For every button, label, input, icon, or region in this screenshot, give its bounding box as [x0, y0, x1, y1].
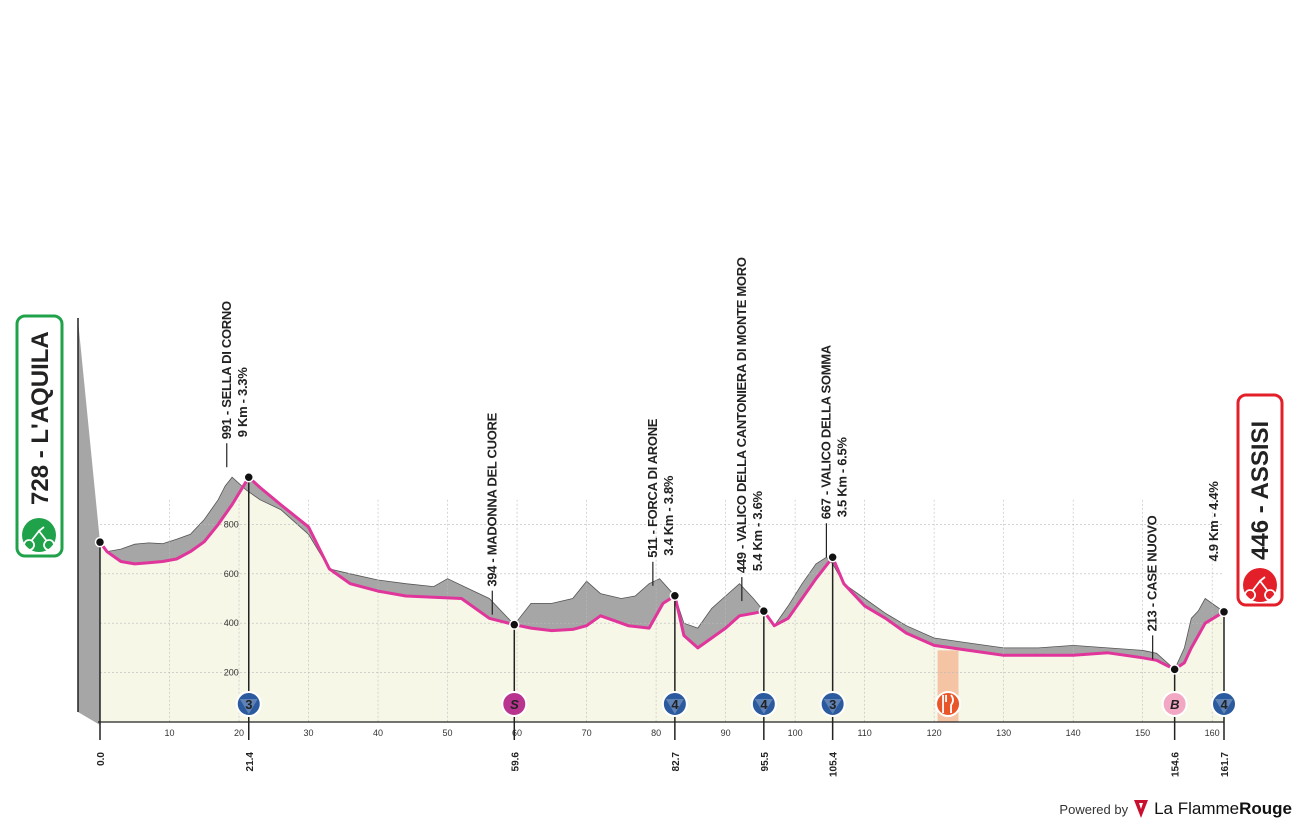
finish-city-label: 446 - ASSISI [1247, 421, 1274, 560]
category-chevron-icon [665, 699, 684, 714]
route-line [98, 475, 1225, 671]
x-tick-label: 40 [373, 728, 383, 738]
climb-name-label: 667 - VALICO DELLA SOMMA [818, 344, 833, 519]
x-tick-label: 80 [651, 728, 661, 738]
x-tick-label: 140 [1066, 728, 1081, 738]
climb-point [827, 552, 838, 563]
brand-name: La FlammeRouge [1154, 799, 1292, 819]
badge-label: B [1170, 697, 1179, 712]
climb-km-label: 59.6 [510, 752, 521, 772]
x-tick-label: 120 [927, 728, 942, 738]
x-tick-label: 10 [165, 728, 175, 738]
category-badge [1211, 691, 1237, 717]
badge-label: 4 [760, 697, 768, 712]
y-tick-label: 600 [224, 569, 239, 579]
climb-name-label: 213 - CASE NUOVO [1145, 515, 1160, 631]
start-wall [78, 320, 100, 725]
category-chevron-icon [823, 699, 842, 714]
climb-point [669, 590, 681, 602]
climb-km-label: 154.6 [1171, 752, 1182, 777]
climb-detail-label: 3.4 Km - 3.8% [661, 475, 676, 556]
x-tick-label: 60 [512, 728, 522, 738]
badge-label: S [510, 697, 519, 712]
climb-name-label: 394 - MADONNA DEL CUORE [484, 412, 499, 586]
start-flag-box [15, 314, 64, 558]
climb-name-label: 511 - FORCA DI ARONE [645, 418, 660, 558]
bike-icon [23, 526, 55, 551]
x-tick-label: 110 [857, 728, 871, 738]
badge-label: 4 [671, 697, 679, 712]
start-city-label: 728 - L'AQUILA [27, 331, 54, 505]
badge-label: 4 [1221, 697, 1229, 712]
finish-flag: 446 - ASSISI [1236, 393, 1284, 607]
climb-km-label: 82.7 [671, 752, 682, 772]
x-tick-label: 70 [582, 728, 592, 738]
brand-part-2: Rouge [1239, 799, 1292, 818]
x-tick-label: 50 [443, 728, 453, 738]
finish-rider-icon [1243, 568, 1277, 602]
y-tick-label: 400 [224, 618, 239, 628]
flame-rouge-logo-icon [1134, 800, 1149, 818]
bike-icon [1244, 576, 1276, 601]
climb-name-label: 991 - SELLA DI CORNO [219, 301, 234, 439]
start-flag: 728 - L'AQUILA [15, 314, 64, 558]
category-badge [750, 691, 777, 717]
climb-point [243, 471, 255, 483]
x-tick-label: 130 [996, 728, 1011, 738]
climb-name-label: 449 - VALICO DELLA CANTONIERA DI MONTE M… [734, 257, 749, 573]
climb-detail-label: 9 Km - 3.3% [235, 367, 250, 437]
climb-point [758, 605, 770, 617]
plot-area: 200 400 600 800 10 20 30 40 50 60 70 80 90 100 110 120 1… [15, 257, 1284, 777]
climb-point [509, 619, 520, 630]
x-tick-label: 90 [721, 728, 731, 738]
x-tick-label: 160 [1205, 728, 1220, 738]
sprint-badge [501, 691, 528, 717]
climb-km-label: 95.5 [760, 752, 771, 772]
x-tick-label: 150 [1135, 728, 1150, 738]
finish-point [1218, 606, 1230, 618]
start-km-label: 0.0 [96, 752, 107, 766]
finish-flag-box [1236, 393, 1284, 607]
brand-part-1: La Flamme [1154, 799, 1240, 818]
bonus-badge [1161, 691, 1188, 717]
badge-label: 3 [829, 697, 836, 712]
powered-by-label: Powered by [1059, 801, 1129, 817]
y-tick-label: 800 [224, 519, 239, 529]
x-tick-label: 20 [234, 728, 244, 738]
category-chevron-icon [1215, 699, 1233, 714]
climb-detail-label: 5.4 Km - 3.6% [750, 490, 765, 571]
category-badge [661, 691, 688, 717]
fork-knife-icon [942, 694, 954, 713]
feed-zone-badge [935, 691, 962, 717]
y-tick-label: 200 [224, 668, 239, 678]
category-badge [235, 691, 262, 717]
climb-detail-label: 3.5 Km - 6.5% [834, 437, 849, 518]
climb-detail-label: 4.9 Km - 4.4% [1206, 481, 1221, 562]
climb-point [1169, 664, 1180, 675]
footer: Powered by La FlammeRouge [1059, 799, 1292, 819]
finish-km-label: 161.7 [1220, 752, 1231, 777]
climb-km-label: 21.4 [245, 752, 256, 772]
start-point [94, 536, 106, 548]
category-chevron-icon [239, 699, 258, 714]
category-chevron-icon [754, 699, 773, 714]
climb-km-label: 105.4 [829, 752, 840, 777]
x-tick-label: 30 [304, 728, 314, 738]
badge-label: 3 [245, 697, 252, 712]
x-tick-label: 100 [788, 728, 803, 738]
category-badge [819, 691, 846, 717]
start-rider-icon [22, 518, 56, 552]
